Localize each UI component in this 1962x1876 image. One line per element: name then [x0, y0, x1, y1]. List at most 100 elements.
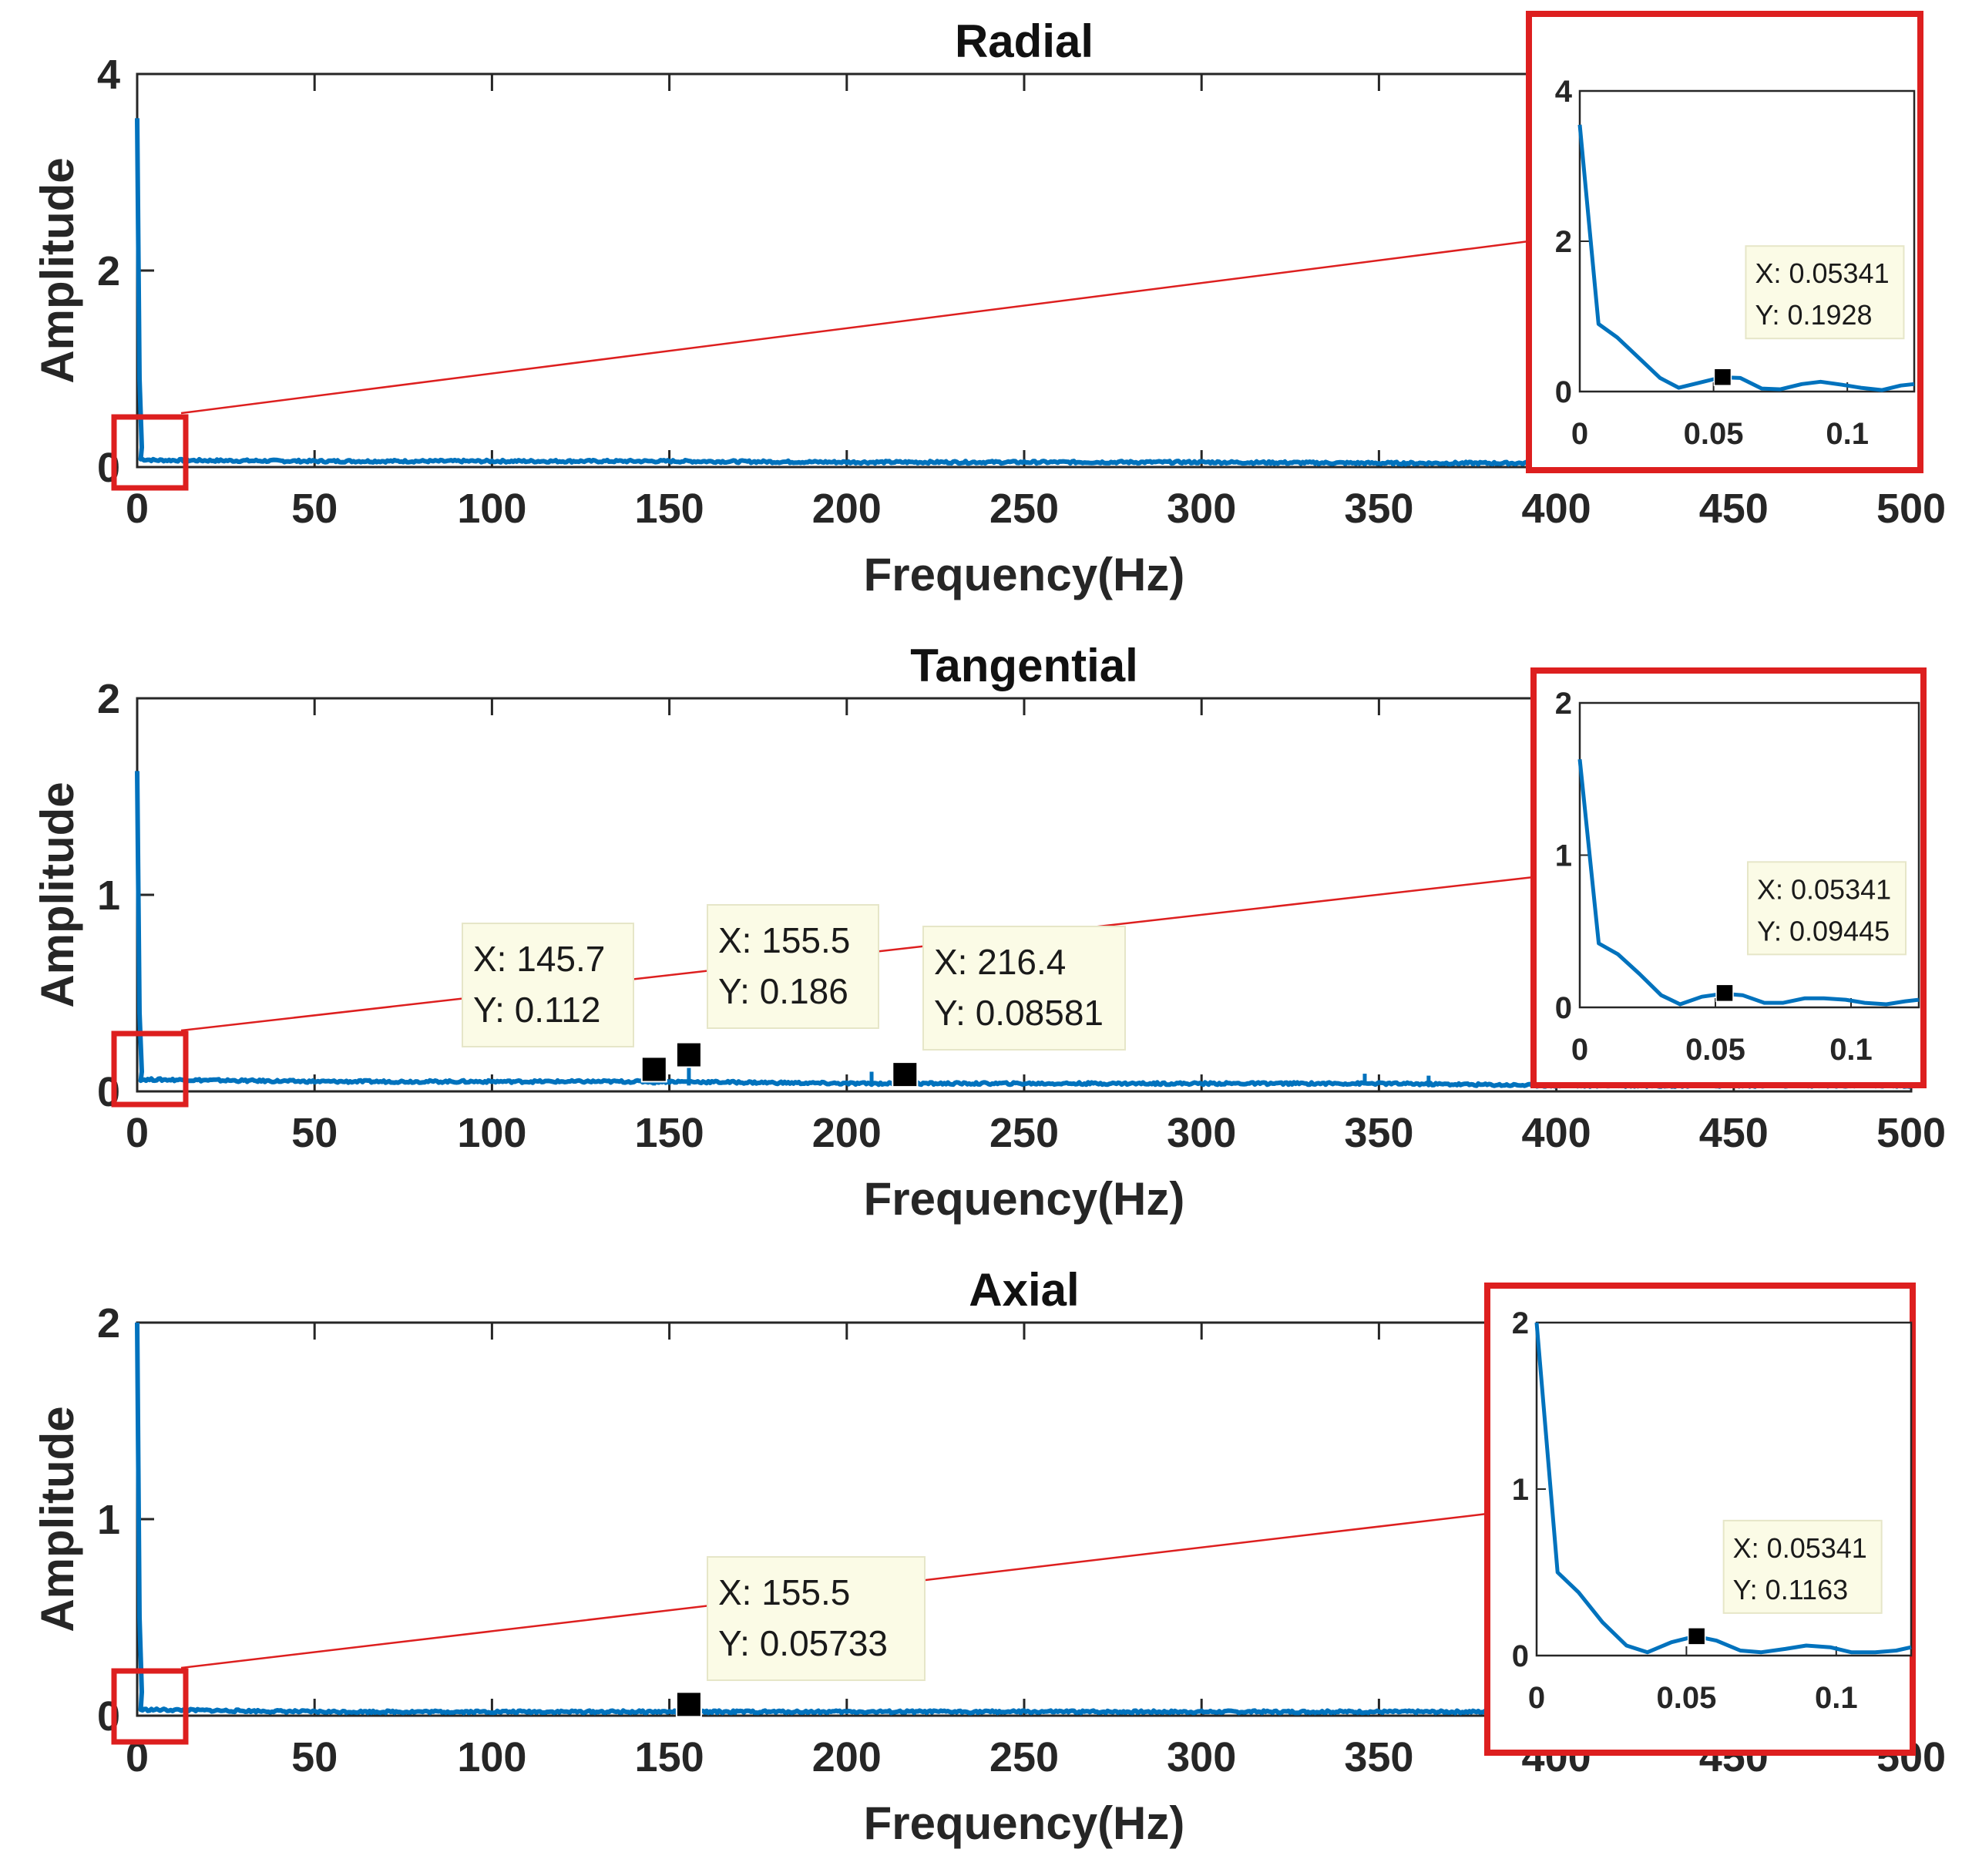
y-tick-label: 2 — [97, 676, 120, 722]
x-tick-label: 150 — [635, 486, 704, 532]
inset-y-tick-label: 2 — [1555, 225, 1572, 259]
y-tick-label: 4 — [97, 52, 120, 98]
zoom-region-box — [111, 1668, 189, 1745]
datatip-y-text: Y: 0.08581 — [934, 993, 1104, 1033]
y-tick-label: 1 — [97, 1497, 120, 1543]
x-tick-label: 150 — [635, 1110, 704, 1156]
inset-x-tick-label: 0 — [1528, 1681, 1545, 1715]
x-tick-label: 400 — [1522, 1110, 1591, 1156]
x-tick-label: 50 — [291, 1734, 338, 1780]
datatip-x-text: X: 155.5 — [718, 1572, 850, 1612]
panel-axial: 0 50 100 150 200 250 300 350 400 450 500012AxialFr… — [32, 1264, 1946, 1849]
inset-datatip-x-text: X: 0.05341 — [1733, 1532, 1867, 1564]
datatip-box — [462, 923, 634, 1047]
inset-x-tick-label: 0.1 — [1826, 417, 1869, 451]
x-tick-label: 250 — [989, 1110, 1059, 1156]
y-axis-label: Amplitude — [32, 157, 83, 383]
datatip-y-text: Y: 0.112 — [473, 990, 600, 1030]
x-tick-label: 300 — [1167, 1734, 1236, 1780]
inset-chart: 0 0.05 0.1 0 1 2 X: 0.05341 Y: 0.1163 — [1512, 1306, 1913, 1715]
inset-datatip-marker — [1713, 368, 1732, 386]
inset-spectrum-line — [1577, 758, 1920, 1007]
y-tick-label: 2 — [97, 1300, 120, 1346]
y-axis-label: Amplitude — [32, 782, 83, 1007]
x-tick-label: 450 — [1699, 486, 1769, 532]
datatip-box — [922, 926, 1126, 1051]
chart-title: Tangential — [910, 640, 1138, 691]
y-axis-label: Amplitude — [32, 1406, 83, 1632]
datatip-x-text: X: 155.5 — [718, 920, 850, 960]
datatip-x-text: X: 145.7 — [473, 939, 605, 979]
inset-datatip-x-text: X: 0.05341 — [1757, 873, 1891, 905]
x-tick-label: 0 — [126, 1110, 149, 1156]
inset-datatip-y-text: Y: 0.1928 — [1755, 299, 1872, 331]
inset-y-tick-label: 1 — [1555, 839, 1572, 873]
x-tick-label: 100 — [457, 1110, 526, 1156]
inset-datatip-marker — [1715, 983, 1734, 1003]
datatip-marker — [675, 1691, 702, 1718]
x-tick-label: 0 — [126, 486, 149, 532]
x-tick-label: 100 — [457, 486, 526, 532]
y-tick-label: 2 — [97, 248, 120, 294]
x-tick-label: 400 — [1522, 486, 1591, 532]
inset-datatip-box — [1722, 1519, 1883, 1614]
chart-title: Radial — [955, 15, 1094, 67]
x-axis-label: Frequency(Hz) — [864, 549, 1185, 600]
x-tick-label: 250 — [989, 1734, 1059, 1780]
inset-plot-area — [1578, 701, 1920, 1009]
datatip-box — [707, 1556, 926, 1681]
x-tick-label: 300 — [1167, 486, 1236, 532]
inset-datatip-y-text: Y: 0.1163 — [1733, 1574, 1848, 1605]
y-tick-label: 1 — [97, 872, 120, 919]
inset-datatip-box — [1747, 861, 1907, 956]
x-tick-label: 350 — [1344, 1110, 1413, 1156]
inset-x-tick-label: 0 — [1571, 417, 1588, 451]
x-axis-label: Frequency(Hz) — [864, 1797, 1185, 1849]
x-tick-label: 300 — [1167, 1110, 1236, 1156]
datatip-y-text: Y: 0.05733 — [718, 1623, 888, 1663]
x-tick-label: 200 — [812, 486, 882, 532]
x-tick-label: 450 — [1699, 1110, 1769, 1156]
zoom-connector-line — [180, 240, 1530, 415]
inset-plot-area — [1578, 89, 1916, 393]
x-axis-label: Frequency(Hz) — [864, 1173, 1185, 1225]
datatip-x-text: X: 216.4 — [934, 942, 1066, 982]
chart-title: Axial — [969, 1264, 1079, 1316]
inset-chart: 0 0.05 0.1 0 1 2 X: 0.05341 Y: 0.09445 — [1555, 687, 1920, 1067]
inset-y-tick-label: 2 — [1512, 1306, 1529, 1340]
inset-x-tick-label: 0.05 — [1656, 1681, 1716, 1715]
inset-datatip-marker — [1687, 1627, 1706, 1646]
inset-x-tick-label: 0 — [1571, 1033, 1588, 1067]
inset-x-tick-label: 0.1 — [1829, 1033, 1873, 1067]
inset-spectrum-line — [1577, 124, 1915, 392]
inset-chart: 0 0.05 0.1 0 2 4 X: 0.05341 Y: 0.1928 — [1555, 75, 1916, 451]
inset-datatip-x-text: X: 0.05341 — [1755, 257, 1889, 289]
x-tick-label: 50 — [291, 486, 338, 532]
inset-x-tick-label: 0.05 — [1684, 417, 1744, 451]
inset-spectrum-line — [1534, 1322, 1912, 1655]
inset-x-tick-label: 0.1 — [1815, 1681, 1858, 1715]
x-tick-label: 200 — [812, 1110, 882, 1156]
datatip-box — [707, 904, 879, 1029]
x-tick-label: 350 — [1344, 486, 1413, 532]
inset-y-tick-label: 2 — [1555, 687, 1572, 721]
zoom-region-box — [111, 1030, 189, 1108]
inset-y-tick-label: 0 — [1512, 1639, 1529, 1673]
datatip-marker — [675, 1041, 702, 1068]
panel-radial: 0 50 100 150 200 250 300 350 400 450 500 0 2 4 Radial F… — [32, 11, 1946, 600]
zoom-region-box — [111, 414, 189, 491]
inset-y-tick-label: 0 — [1555, 991, 1572, 1025]
x-tick-label: 200 — [812, 1734, 882, 1780]
inset-x-tick-label: 0.05 — [1685, 1033, 1745, 1067]
datatip-marker — [640, 1056, 667, 1083]
x-tick-label: 50 — [291, 1110, 338, 1156]
x-tick-label: 350 — [1344, 1734, 1413, 1780]
inset-datatip-box — [1745, 245, 1905, 340]
inset-y-tick-label: 0 — [1555, 375, 1572, 409]
inset-y-tick-label: 1 — [1512, 1473, 1529, 1507]
x-tick-label: 500 — [1876, 486, 1946, 532]
inset-y-tick-label: 4 — [1555, 75, 1573, 109]
datatip-y-text: Y: 0.186 — [718, 971, 848, 1011]
x-tick-label: 100 — [457, 1734, 526, 1780]
